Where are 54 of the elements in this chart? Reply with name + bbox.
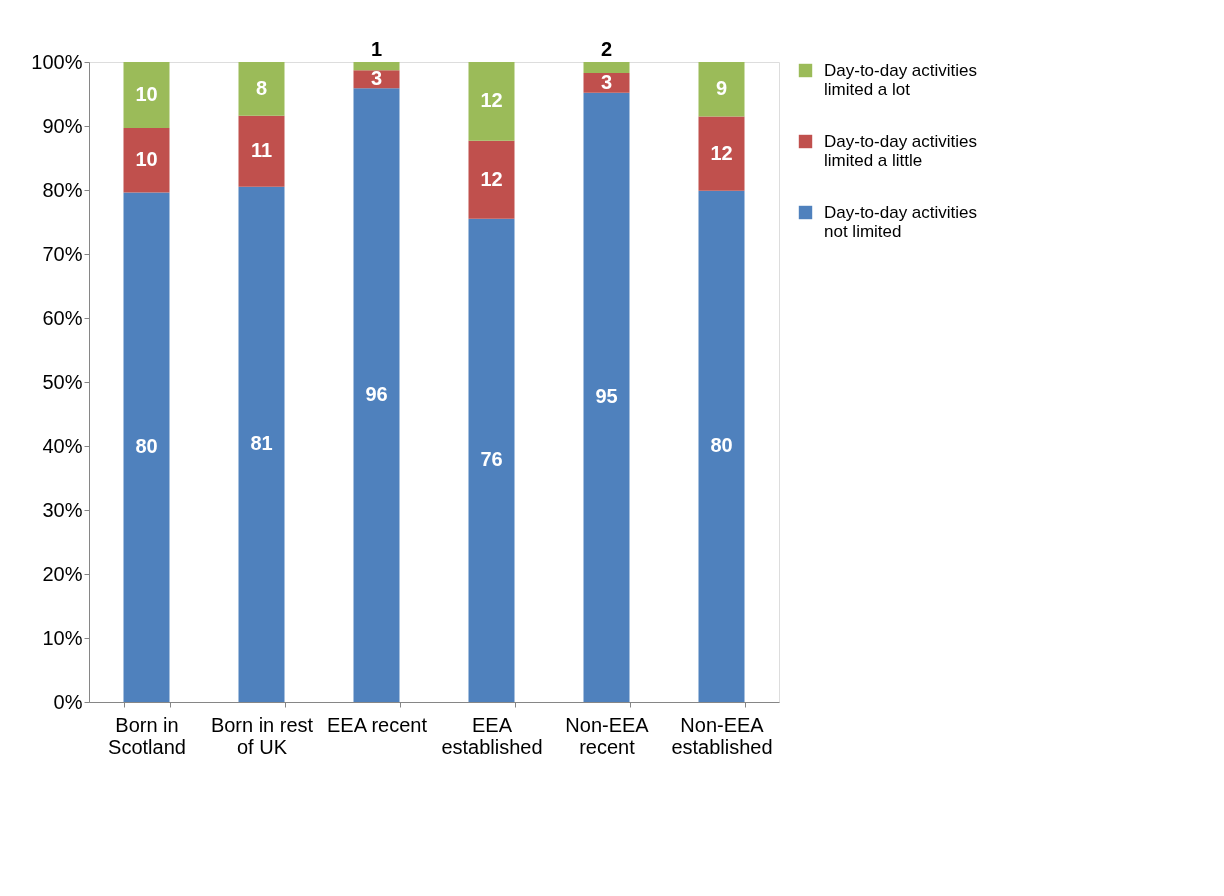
y-tick-label: 60% — [42, 306, 83, 329]
y-tick-label: 100% — [31, 50, 83, 73]
y-tick-label: 10% — [42, 626, 83, 649]
y-tick-label: 40% — [42, 434, 83, 457]
data-label: 12 — [710, 141, 733, 164]
y-tick-label: 0% — [53, 690, 83, 713]
y-tick-label: 20% — [42, 562, 83, 585]
data-label: 80 — [710, 434, 733, 457]
data-label: 81 — [250, 432, 273, 455]
bar — [583, 62, 630, 73]
data-label: 2 — [600, 38, 613, 60]
x-tick-label: EEA recent — [326, 713, 428, 736]
bar — [238, 186, 285, 702]
x-tick-label: Non-EEA recent — [565, 713, 650, 758]
bar — [698, 62, 745, 117]
bar — [698, 190, 745, 702]
y-tick-label: 30% — [42, 498, 83, 521]
data-label: 8 — [255, 76, 268, 99]
bar — [468, 140, 515, 219]
legend-label: Day-to-day activities limited a little — [824, 131, 978, 170]
bar — [698, 116, 745, 191]
bar — [238, 62, 285, 116]
bar — [468, 218, 515, 702]
x-tick-label: Non-EEA established — [671, 713, 773, 758]
legend-label: Day-to-day activities not limited — [824, 202, 978, 241]
data-label: 10 — [135, 82, 158, 105]
bar — [353, 62, 400, 71]
bar — [123, 62, 170, 128]
x-tick-label: Born in rest of UK — [210, 713, 314, 758]
y-tick-label: 80% — [42, 178, 83, 201]
data-label: 76 — [480, 448, 503, 471]
data-label: 1 — [370, 38, 383, 60]
legend-label: Day-to-day activities limited a lot — [824, 60, 978, 99]
y-tick-label: 70% — [42, 242, 83, 265]
data-label: 80 — [135, 435, 158, 458]
x-tick-label: Born in Scotland — [108, 713, 186, 758]
data-label: 9 — [715, 77, 728, 100]
y-tick-label: 90% — [42, 114, 83, 137]
data-label: 12 — [480, 167, 503, 190]
data-label: 95 — [595, 385, 618, 408]
data-label: 11 — [250, 139, 273, 162]
bar — [353, 88, 400, 702]
data-label: 10 — [135, 148, 158, 171]
data-label: 3 — [370, 67, 383, 90]
bar — [123, 192, 170, 702]
data-label: 3 — [600, 70, 613, 93]
data-label: 12 — [480, 89, 503, 112]
bar — [238, 115, 285, 187]
bar — [583, 92, 630, 702]
bar — [123, 127, 170, 193]
x-tick-label: EEA established — [441, 713, 543, 758]
data-label: 96 — [365, 383, 388, 406]
y-tick-label: 50% — [42, 370, 83, 393]
bar — [468, 62, 515, 141]
